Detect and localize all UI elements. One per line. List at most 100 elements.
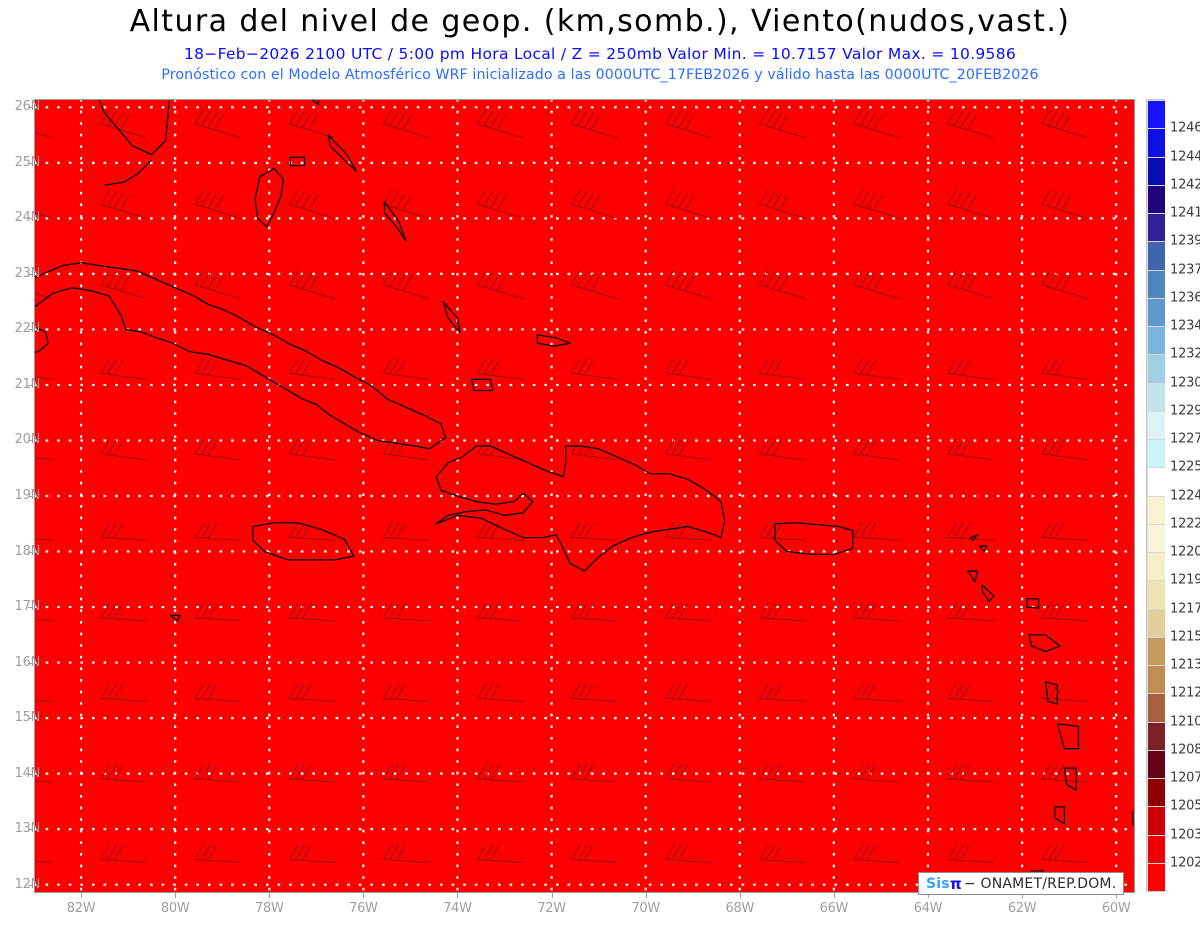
- wind-barb: [476, 189, 524, 219]
- coastline-path: [327, 134, 357, 172]
- y-axis-tick-label: 13N: [14, 821, 41, 837]
- coastline-path: [383, 201, 407, 242]
- colorbar-swatch: [1148, 185, 1165, 214]
- wind-barb: [570, 844, 618, 864]
- wind-barb: [100, 763, 147, 783]
- y-axis-tick-label: 20N: [14, 432, 41, 448]
- wind-barb: [759, 844, 806, 864]
- colorbar-swatch: [1148, 440, 1165, 468]
- colorbar-swatch: [1148, 214, 1165, 242]
- y-axis-tick-mark: [28, 607, 33, 609]
- wind-barb: [194, 763, 242, 783]
- colorbar-tick-label: 12360: [1170, 290, 1200, 306]
- colorbar-swatch: [1148, 581, 1165, 609]
- wind-barb: [34, 114, 53, 139]
- wind-barb: [288, 763, 336, 783]
- wind-barb: [759, 269, 806, 300]
- wind-barb: [34, 699, 53, 702]
- colorbar-swatch: [1148, 411, 1165, 440]
- coastline-path: [38, 99, 170, 156]
- wind-barb: [1041, 763, 1088, 783]
- wind-barb: [382, 269, 430, 300]
- wind-barb: [476, 844, 524, 864]
- wind-barb: [1041, 522, 1088, 541]
- wind-barb: [34, 456, 53, 461]
- x-axis-tick-label: 74W: [443, 901, 472, 916]
- colorbar-swatch: [1148, 468, 1165, 496]
- x-axis-tick-label: 82W: [66, 901, 96, 916]
- wind-barb: [382, 602, 430, 622]
- wind-barb: [288, 189, 336, 219]
- wind-barb: [34, 619, 53, 622]
- y-axis-tick-label: 19N: [14, 488, 41, 503]
- subtitle-datetime: 18−Feb−2026 2100 UTC / 5:00 pm Hora Loca…: [183, 45, 1017, 63]
- wind-barb: [665, 844, 712, 864]
- colorbar-swatch: [1148, 270, 1165, 298]
- wind-barb: [194, 844, 242, 864]
- wind-barb: [476, 602, 524, 622]
- wind-barb: [759, 189, 806, 219]
- wind-barb: [570, 522, 618, 541]
- coastline-path: [981, 584, 995, 603]
- wind-barb: [570, 763, 618, 783]
- wind-barb: [665, 522, 712, 541]
- colorbar-tick-label: 12343: [1170, 318, 1200, 334]
- wind-barb: [1041, 358, 1088, 380]
- y-axis-tick-mark: [28, 773, 33, 775]
- coastline-path: [969, 534, 979, 542]
- colorbar-tick-label: 12377: [1170, 262, 1200, 277]
- y-axis-tick-label: 18N: [14, 543, 41, 559]
- wind-barb: [853, 683, 900, 702]
- colorbar-tick-label: 12173: [1170, 601, 1200, 616]
- wind-barb: [100, 108, 148, 139]
- coastline-path: [442, 301, 461, 333]
- x-axis-tick-label: 64W: [913, 901, 943, 916]
- wind-barb: [382, 522, 430, 541]
- wind-barb: [759, 522, 806, 541]
- y-axis-tick-mark: [28, 218, 33, 220]
- coastline-path: [435, 445, 726, 572]
- wind-barb: [100, 602, 147, 622]
- colorbar-swatch: [1148, 101, 1165, 129]
- colorbar-tick-label: 12394: [1170, 233, 1200, 249]
- colorbar-swatch: [1148, 666, 1165, 694]
- page-title: Altura del nivel de geop. (km,somb.), Vi…: [129, 4, 1071, 39]
- colorbar-swatch: [1148, 327, 1165, 355]
- x-axis-tick-mark: [1116, 893, 1118, 898]
- x-axis-tick-mark: [457, 893, 459, 898]
- wind-barb: [759, 358, 806, 380]
- wind-barb: [665, 358, 712, 380]
- y-axis-tick-label: 16N: [14, 654, 41, 670]
- wind-barb: [34, 195, 53, 219]
- y-axis-tick-mark: [28, 107, 33, 109]
- wind-barb: [100, 189, 148, 219]
- y-axis-tick-label: 25N: [14, 154, 41, 170]
- wind-barb: [382, 438, 430, 461]
- x-axis-tick-mark: [551, 893, 553, 898]
- colorbar-swatch: [1148, 242, 1165, 270]
- wind-barb: [853, 602, 900, 622]
- x-axis-tick-mark: [269, 893, 271, 898]
- wind-barb: [665, 189, 712, 219]
- map-plot-container: [34, 99, 1135, 893]
- logo-pi-symbol: π: [949, 874, 962, 893]
- wind-barb: [665, 763, 712, 783]
- colorbar-swatch: [1148, 355, 1165, 383]
- colorbar-tick-label: 12326: [1170, 346, 1200, 362]
- colorbar-swatch: [1148, 129, 1165, 157]
- wind-barb: [759, 763, 806, 783]
- coastline-path: [536, 334, 572, 347]
- logo-agency-text: − ONAMET/REP.DOM.: [963, 875, 1117, 892]
- wind-barb: [947, 763, 994, 783]
- wind-barbs-layer: [34, 108, 1089, 864]
- colorbar-swatch: [1148, 298, 1165, 327]
- x-axis-tick-label: 60W: [1101, 901, 1131, 916]
- y-axis-tick-mark: [28, 718, 33, 720]
- wind-barb: [570, 602, 618, 622]
- wind-barb: [100, 438, 147, 461]
- x-axis-tick-label: 72W: [537, 901, 566, 916]
- colorbar-tick-label: 12088: [1170, 742, 1200, 758]
- x-axis-tick-mark: [927, 893, 929, 898]
